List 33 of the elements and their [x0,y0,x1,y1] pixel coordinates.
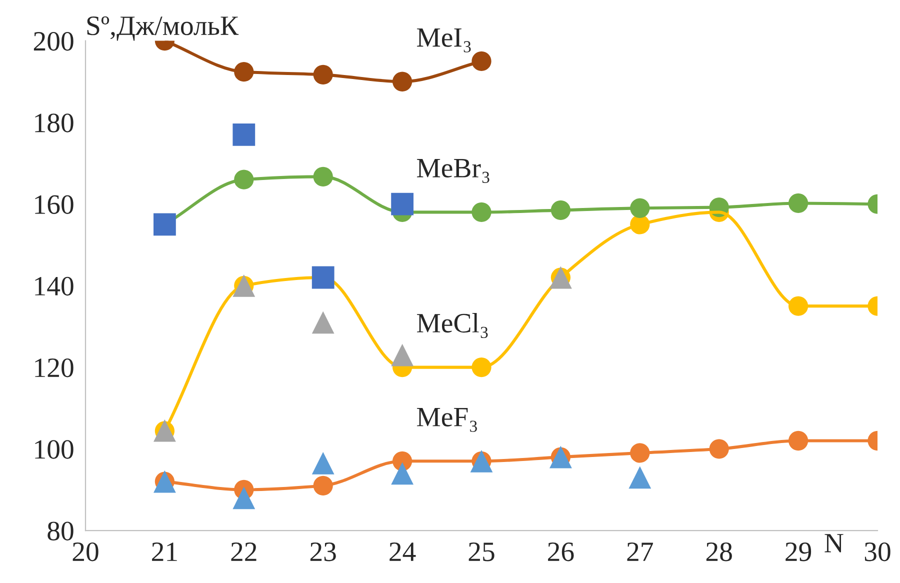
y-tick-label: 180 [35,114,74,132]
x-tick-label: 25 [468,542,494,562]
y-tick-label: 200 [34,32,74,51]
point [312,311,334,334]
x-tick-label: 29 [786,542,812,562]
y-tick-label: 80 [48,522,74,540]
x-tick-label: 21 [152,542,177,561]
series-label: MeBr₃ [416,159,490,183]
point [391,344,414,366]
point [391,192,414,216]
y-tick-label: 140 [35,276,74,296]
x-tick-label: 23 [310,542,336,562]
x-tick-label: 30 [864,542,890,562]
x-tick-label: 20 [72,542,98,562]
x-tick-label: 26 [548,542,574,562]
x-axis-title: N [824,534,844,552]
x-tick-label: 27 [627,542,653,561]
y-tick-label: 120 [35,358,74,378]
point [472,51,492,72]
series-label: MeF₃ [416,408,477,432]
x-tick-label: 24 [390,542,416,561]
point [312,452,334,474]
x-tick-label: 22 [231,542,256,561]
point [628,466,652,489]
y-tick-label: 160 [35,195,74,214]
y-axis-title: Sº,Дж/мольК [87,16,239,41]
y-tick-label: 100 [35,440,74,459]
point [232,123,256,146]
point [391,462,414,485]
series-label: MeI₃ [416,28,471,52]
series-label: MeCl₃ [416,313,488,338]
point [232,486,256,510]
x-tick-label: 28 [706,542,732,562]
